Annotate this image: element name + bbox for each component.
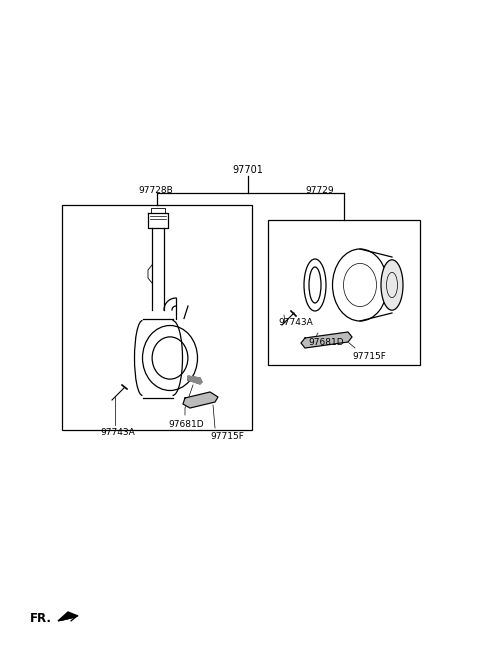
- Text: 97681D: 97681D: [308, 338, 344, 347]
- Text: 97728B: 97728B: [138, 186, 173, 195]
- Text: 97743A: 97743A: [100, 428, 135, 437]
- Text: 97701: 97701: [233, 165, 264, 175]
- Text: FR.: FR.: [30, 611, 52, 625]
- Text: 97715F: 97715F: [210, 432, 244, 441]
- Text: 97681D: 97681D: [168, 420, 204, 429]
- Text: 97715F: 97715F: [352, 352, 386, 361]
- Polygon shape: [301, 332, 352, 348]
- Text: 97743A: 97743A: [278, 318, 313, 327]
- Bar: [268, 220, 420, 365]
- Polygon shape: [188, 376, 202, 384]
- Text: 97729: 97729: [305, 186, 334, 195]
- Bar: [62, 205, 252, 430]
- Polygon shape: [58, 612, 78, 621]
- Polygon shape: [183, 392, 218, 408]
- Ellipse shape: [381, 260, 403, 310]
